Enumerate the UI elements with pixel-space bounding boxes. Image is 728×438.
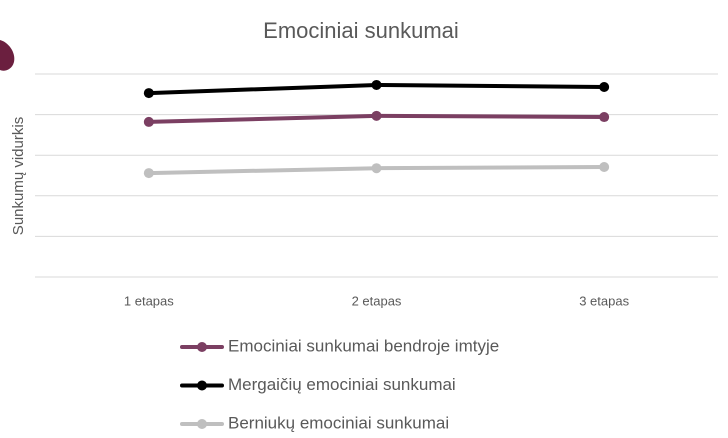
data-point (599, 112, 610, 123)
chart-title: Emociniai sunkumai (263, 18, 459, 43)
data-point (371, 110, 382, 121)
x-tick-label: 3 etapas (579, 293, 629, 308)
decoration (0, 40, 15, 71)
x-tick-label: 2 etapas (352, 293, 402, 308)
legend-marker (197, 342, 207, 352)
legend-label: Berniukų emociniai sunkumai (228, 413, 449, 432)
legend-label: Emociniai sunkumai bendroje imtyje (228, 336, 499, 355)
legend-marker (197, 380, 207, 391)
data-point (371, 79, 382, 90)
legend-label: Mergaičių emociniai sunkumai (228, 375, 456, 394)
y-axis-label: Sunkumų vidurkis (10, 117, 27, 235)
data-point (143, 88, 154, 99)
data-point (599, 81, 610, 92)
legend-marker (197, 419, 207, 429)
data-point (143, 116, 154, 127)
x-tick-label: 1 etapas (124, 293, 174, 308)
data-point (143, 168, 154, 179)
data-point (599, 161, 610, 172)
data-point (371, 163, 382, 174)
